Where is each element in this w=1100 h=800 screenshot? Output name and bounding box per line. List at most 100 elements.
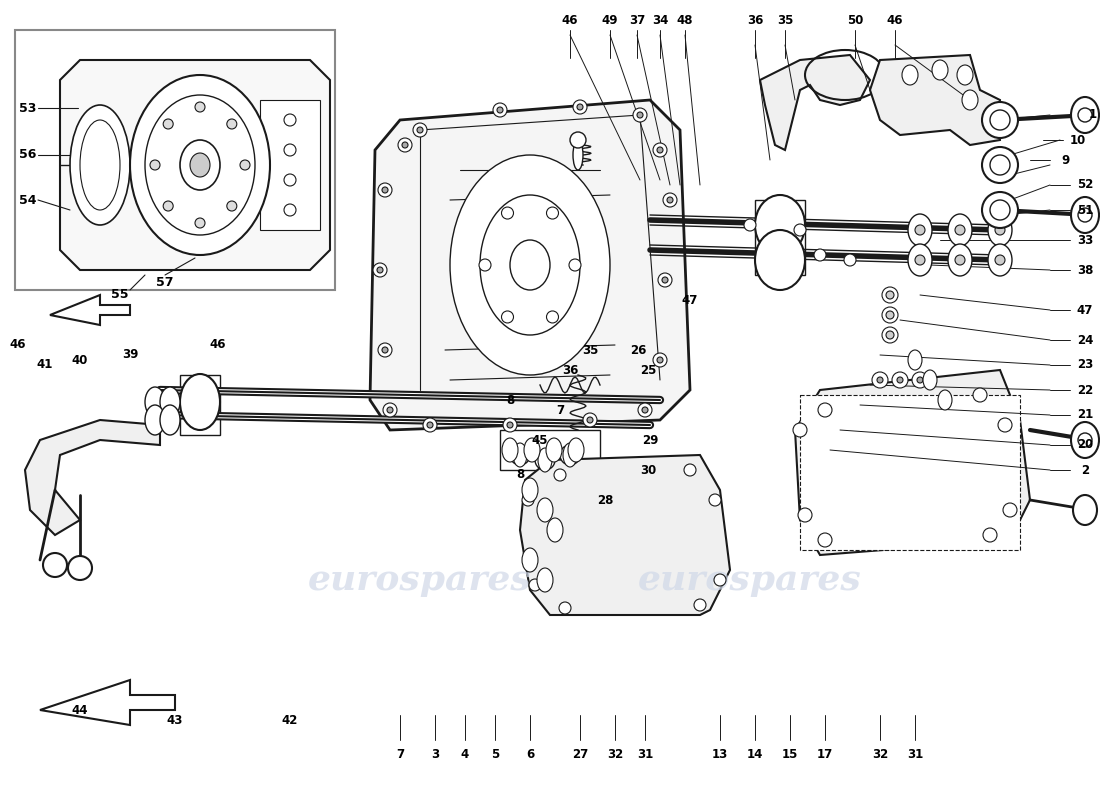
Ellipse shape [908,214,932,246]
Text: 31: 31 [637,749,653,762]
Ellipse shape [190,153,210,177]
Text: 47: 47 [682,294,698,306]
Ellipse shape [502,438,518,462]
Circle shape [503,418,517,432]
Bar [500,430,600,470]
Circle shape [657,357,663,363]
Circle shape [163,201,173,211]
Ellipse shape [480,195,580,335]
Circle shape [383,403,397,417]
Text: 35: 35 [582,343,598,357]
Circle shape [886,331,894,339]
Circle shape [744,219,756,231]
Text: 57: 57 [156,275,174,289]
Text: 20: 20 [1077,438,1093,451]
Circle shape [195,218,205,228]
Ellipse shape [908,244,932,276]
Ellipse shape [522,478,538,502]
Circle shape [653,143,667,157]
Text: 26: 26 [630,343,646,357]
Circle shape [522,494,534,506]
Circle shape [1078,433,1092,447]
Text: 3: 3 [431,749,439,762]
Circle shape [642,407,648,413]
Text: 7: 7 [396,749,404,762]
Ellipse shape [180,374,220,430]
Text: 22: 22 [1077,383,1093,397]
Text: 44: 44 [72,703,88,717]
Text: 45: 45 [531,434,548,446]
Circle shape [886,291,894,299]
Text: 55: 55 [111,289,129,302]
Circle shape [402,142,408,148]
Text: 6: 6 [526,749,535,762]
Polygon shape [370,100,690,430]
Text: 13: 13 [712,749,728,762]
Circle shape [535,450,556,470]
Circle shape [892,372,907,388]
Circle shape [877,377,883,383]
Text: 48: 48 [676,14,693,26]
Bar [260,100,320,230]
Text: 2: 2 [1081,463,1089,477]
Circle shape [382,187,388,193]
Circle shape [493,103,507,117]
Ellipse shape [160,387,180,417]
Ellipse shape [932,60,948,80]
Circle shape [982,102,1018,138]
Circle shape [684,464,696,476]
Polygon shape [25,420,160,535]
Text: 23: 23 [1077,358,1093,371]
Circle shape [424,418,437,432]
Ellipse shape [80,120,120,210]
Circle shape [657,147,663,153]
Text: 47: 47 [1077,303,1093,317]
Ellipse shape [563,443,578,467]
Circle shape [377,267,383,273]
Text: 21: 21 [1077,409,1093,422]
Ellipse shape [513,443,527,467]
Circle shape [502,311,514,323]
Text: 31: 31 [906,749,923,762]
Circle shape [882,307,898,323]
Bar [15,30,335,290]
Ellipse shape [755,195,805,255]
Ellipse shape [902,65,918,85]
Ellipse shape [546,438,562,462]
Circle shape [569,259,581,271]
Circle shape [378,183,392,197]
Text: 25: 25 [640,363,657,377]
Circle shape [373,263,387,277]
Text: 5: 5 [491,749,499,762]
Text: 15: 15 [782,749,799,762]
Ellipse shape [938,390,952,410]
Circle shape [818,533,832,547]
Text: 41: 41 [36,358,53,371]
Ellipse shape [145,405,165,435]
Text: 32: 32 [872,749,888,762]
Text: 17: 17 [817,749,833,762]
Text: 56: 56 [20,149,36,162]
Circle shape [284,144,296,156]
Circle shape [573,100,587,114]
Text: 35: 35 [777,14,793,26]
Text: 46: 46 [210,338,227,351]
Circle shape [638,403,652,417]
Text: 36: 36 [562,363,579,377]
Circle shape [587,417,593,423]
Circle shape [547,207,559,219]
Circle shape [667,197,673,203]
Circle shape [882,287,898,303]
Circle shape [996,255,1005,265]
Ellipse shape [538,448,552,472]
Text: 54: 54 [20,194,36,206]
Ellipse shape [957,65,974,85]
Text: 42: 42 [282,714,298,726]
Ellipse shape [948,244,972,276]
Ellipse shape [568,438,584,462]
Ellipse shape [755,230,805,290]
Circle shape [497,107,503,113]
Circle shape [990,200,1010,220]
Circle shape [955,255,965,265]
Circle shape [632,108,647,122]
